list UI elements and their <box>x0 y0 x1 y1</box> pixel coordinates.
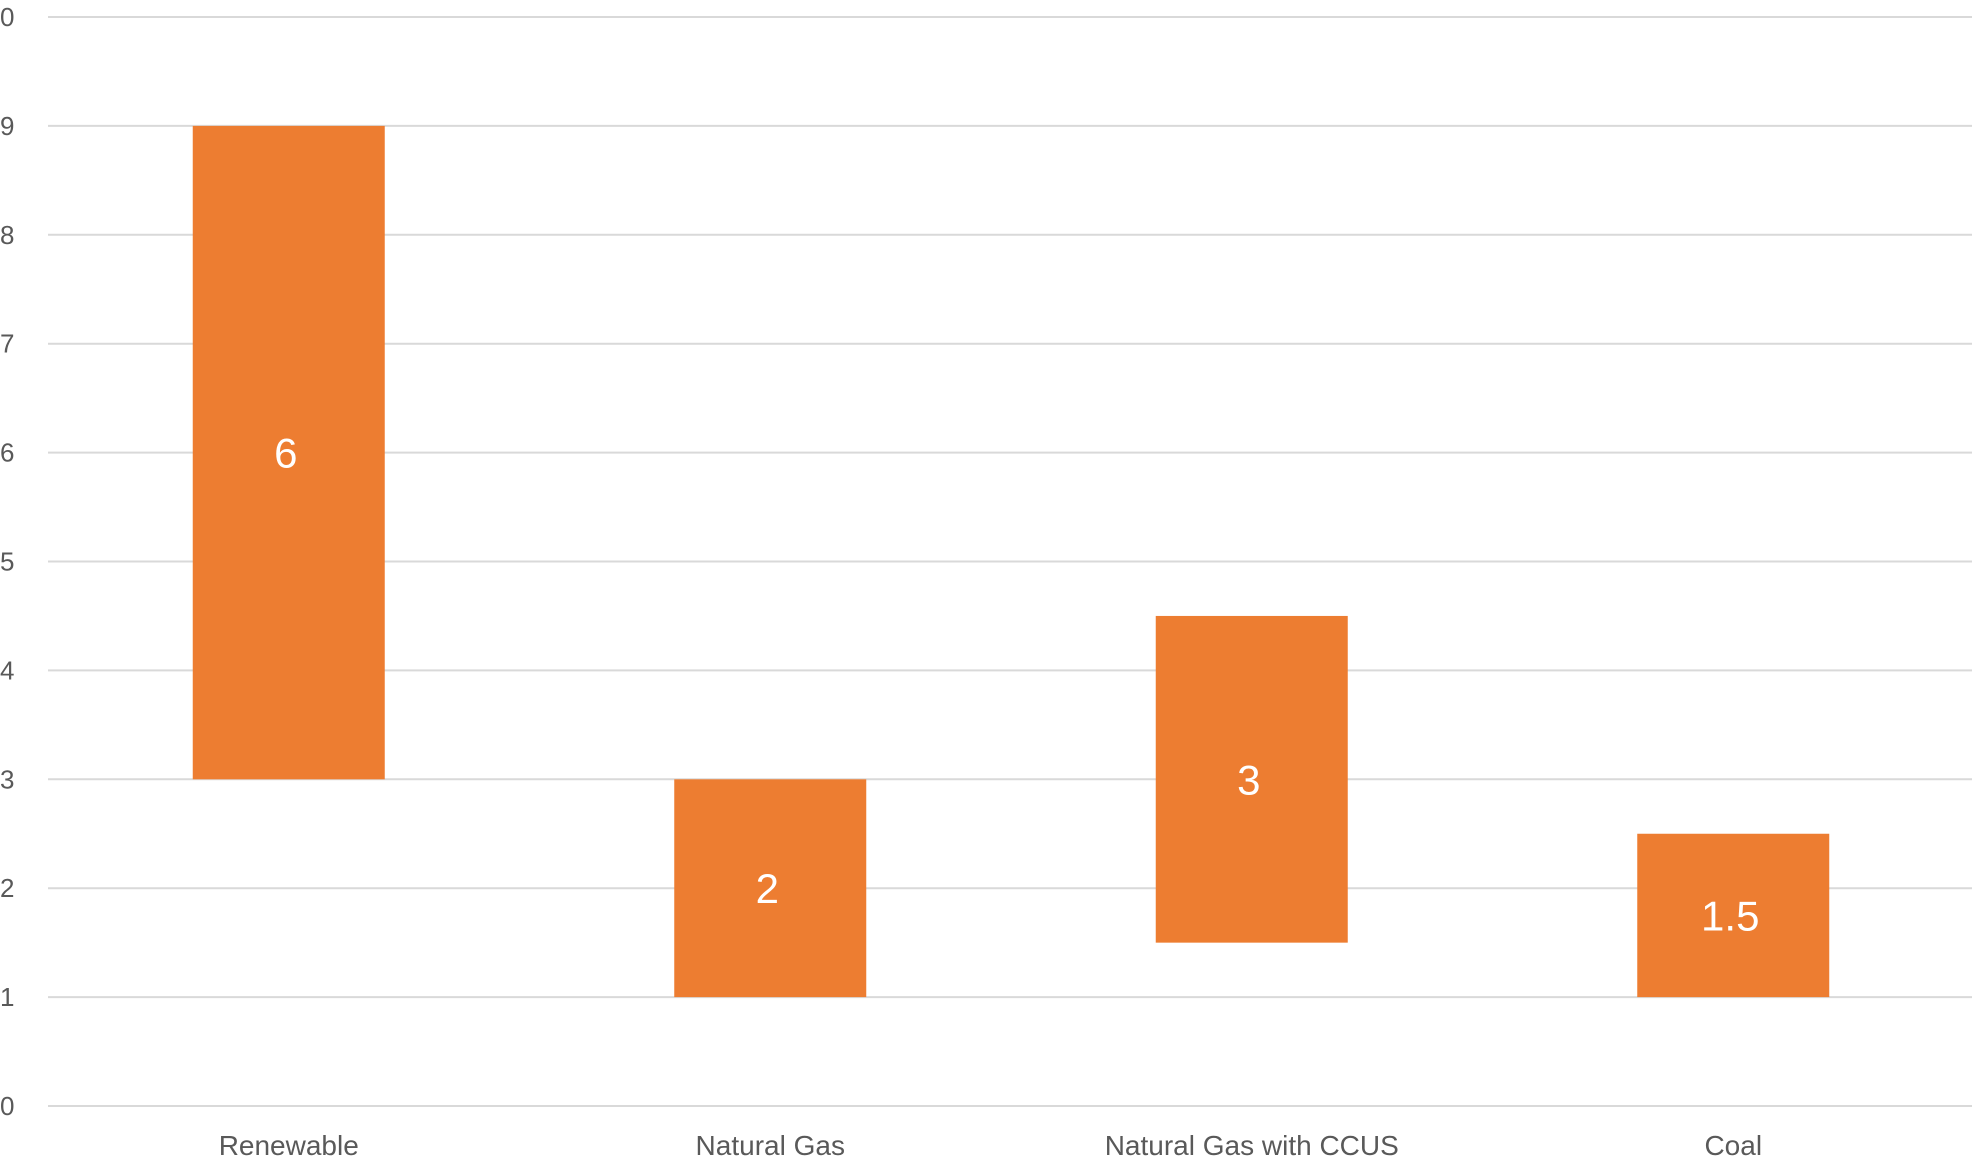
x-category-label: Renewable <box>219 1130 359 1161</box>
y-tick-label: 6 <box>0 438 14 468</box>
y-tick-label: 3 <box>0 764 14 794</box>
bars <box>192 125 1830 998</box>
y-tick-label: 0 <box>0 1091 14 1121</box>
x-category-label: Natural Gas with CCUS <box>1105 1130 1399 1161</box>
y-tick-label: 7 <box>0 329 14 359</box>
y-tick-label: 1 <box>0 982 14 1012</box>
y-tick-label: 0 <box>0 2 14 32</box>
data-label: 3 <box>1237 756 1260 803</box>
data-label: 6 <box>274 430 297 477</box>
y-tick-label: 4 <box>0 655 14 685</box>
data-labels: 6 2 3 1.5 <box>274 430 1759 940</box>
y-tick-label: 5 <box>0 547 14 577</box>
y-tick-label: 2 <box>0 873 14 903</box>
y-axis-tick-labels: 0 1 2 3 4 5 6 7 8 9 0 <box>0 2 14 1121</box>
y-tick-label: 8 <box>0 220 14 250</box>
x-axis-category-labels: Renewable Natural Gas Natural Gas with CCU… <box>219 1130 1762 1161</box>
bar-renewable <box>192 125 385 780</box>
x-category-label: Natural Gas <box>696 1130 845 1161</box>
x-category-label: Coal <box>1704 1130 1762 1161</box>
data-label: 1.5 <box>1701 892 1759 939</box>
data-label: 2 <box>756 865 779 912</box>
y-tick-label: 9 <box>0 111 14 141</box>
bar-natural-gas-with-ccus <box>1155 615 1348 943</box>
bar-natural-gas <box>674 779 867 998</box>
bar-coal <box>1637 833 1830 998</box>
